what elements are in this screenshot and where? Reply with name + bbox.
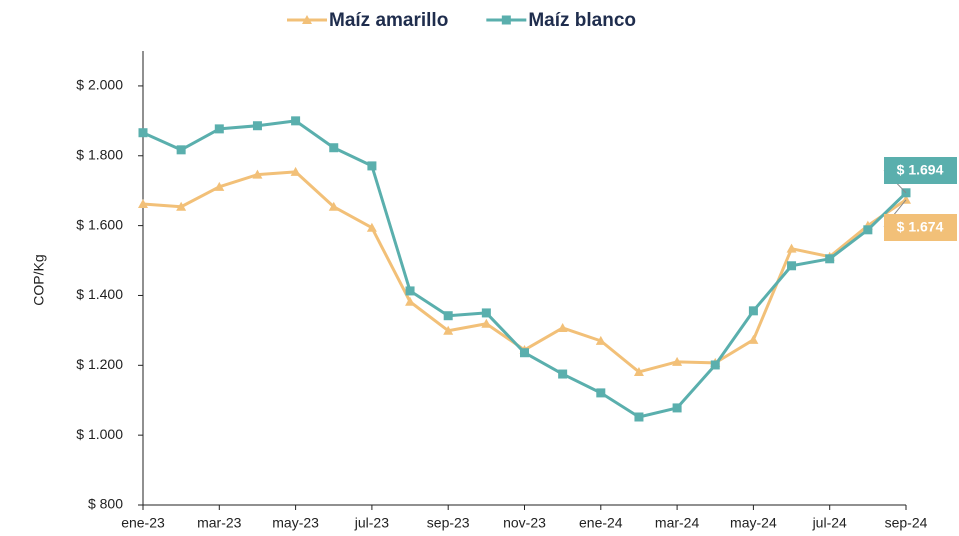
x-tick-label: may-24 bbox=[730, 515, 777, 531]
value-label-box bbox=[884, 214, 957, 241]
point bbox=[443, 311, 453, 321]
point bbox=[557, 322, 568, 332]
point bbox=[214, 124, 224, 134]
series-line bbox=[142, 170, 907, 374]
point bbox=[481, 308, 491, 318]
point bbox=[138, 198, 148, 208]
y-tick-label: $ 1.400 bbox=[76, 286, 123, 302]
y-tick-label: $ 1.600 bbox=[76, 216, 123, 232]
legend-item: Maíz blanco bbox=[486, 10, 636, 31]
y-tick-label: $ 800 bbox=[88, 496, 123, 512]
value-label-box bbox=[884, 157, 957, 184]
legend-item: Maíz amarillo bbox=[287, 10, 448, 31]
point bbox=[863, 225, 873, 235]
point bbox=[901, 194, 911, 204]
point bbox=[329, 143, 339, 153]
point bbox=[176, 145, 186, 155]
point bbox=[176, 201, 187, 211]
point bbox=[443, 325, 454, 335]
x-tick-label: mar-23 bbox=[197, 515, 242, 531]
x-tick-label: mar-24 bbox=[655, 515, 700, 531]
x-tick-label: ene-24 bbox=[579, 515, 623, 531]
y-tick-label: $ 1.800 bbox=[76, 146, 123, 162]
y-tick-label: $ 2.000 bbox=[76, 77, 123, 93]
point bbox=[252, 121, 262, 131]
point bbox=[596, 388, 606, 398]
point bbox=[710, 360, 720, 370]
point bbox=[786, 243, 797, 253]
point bbox=[672, 403, 682, 413]
x-tick-label: sep-24 bbox=[885, 515, 928, 531]
x-tick-label: nov-23 bbox=[503, 515, 546, 531]
point bbox=[520, 348, 529, 358]
point bbox=[825, 254, 835, 264]
legend-marker bbox=[501, 15, 511, 25]
point bbox=[748, 334, 759, 344]
point bbox=[748, 306, 758, 316]
x-tick-label: ene-23 bbox=[121, 515, 165, 531]
y-tick-label: $ 1.200 bbox=[76, 356, 123, 372]
point bbox=[214, 181, 225, 191]
point bbox=[558, 369, 568, 379]
legend-marker bbox=[302, 15, 312, 24]
point bbox=[595, 335, 606, 345]
point bbox=[672, 356, 683, 366]
point bbox=[366, 222, 377, 232]
x-tick-label: may-23 bbox=[272, 515, 319, 531]
point bbox=[633, 366, 644, 376]
point bbox=[481, 318, 492, 328]
point bbox=[367, 161, 377, 171]
point bbox=[291, 116, 301, 126]
y-axis-label: COP/Kg bbox=[31, 254, 47, 305]
point bbox=[634, 412, 644, 422]
legend-text: Maíz amarillo bbox=[329, 10, 448, 31]
point bbox=[138, 128, 148, 138]
point bbox=[405, 286, 415, 296]
x-tick-label: jul-24 bbox=[812, 515, 847, 531]
point bbox=[405, 296, 416, 306]
point bbox=[787, 261, 797, 271]
point bbox=[252, 169, 263, 179]
x-tick-label: sep-23 bbox=[427, 515, 470, 531]
legend-text: Maíz blanco bbox=[528, 10, 636, 31]
value-label: $ 1.674 bbox=[897, 219, 944, 235]
point bbox=[328, 201, 339, 211]
x-tick-label: jul-23 bbox=[354, 515, 389, 531]
value-label: $ 1.694 bbox=[897, 162, 944, 178]
y-tick-label: $ 1.000 bbox=[76, 426, 123, 442]
point bbox=[290, 166, 301, 176]
